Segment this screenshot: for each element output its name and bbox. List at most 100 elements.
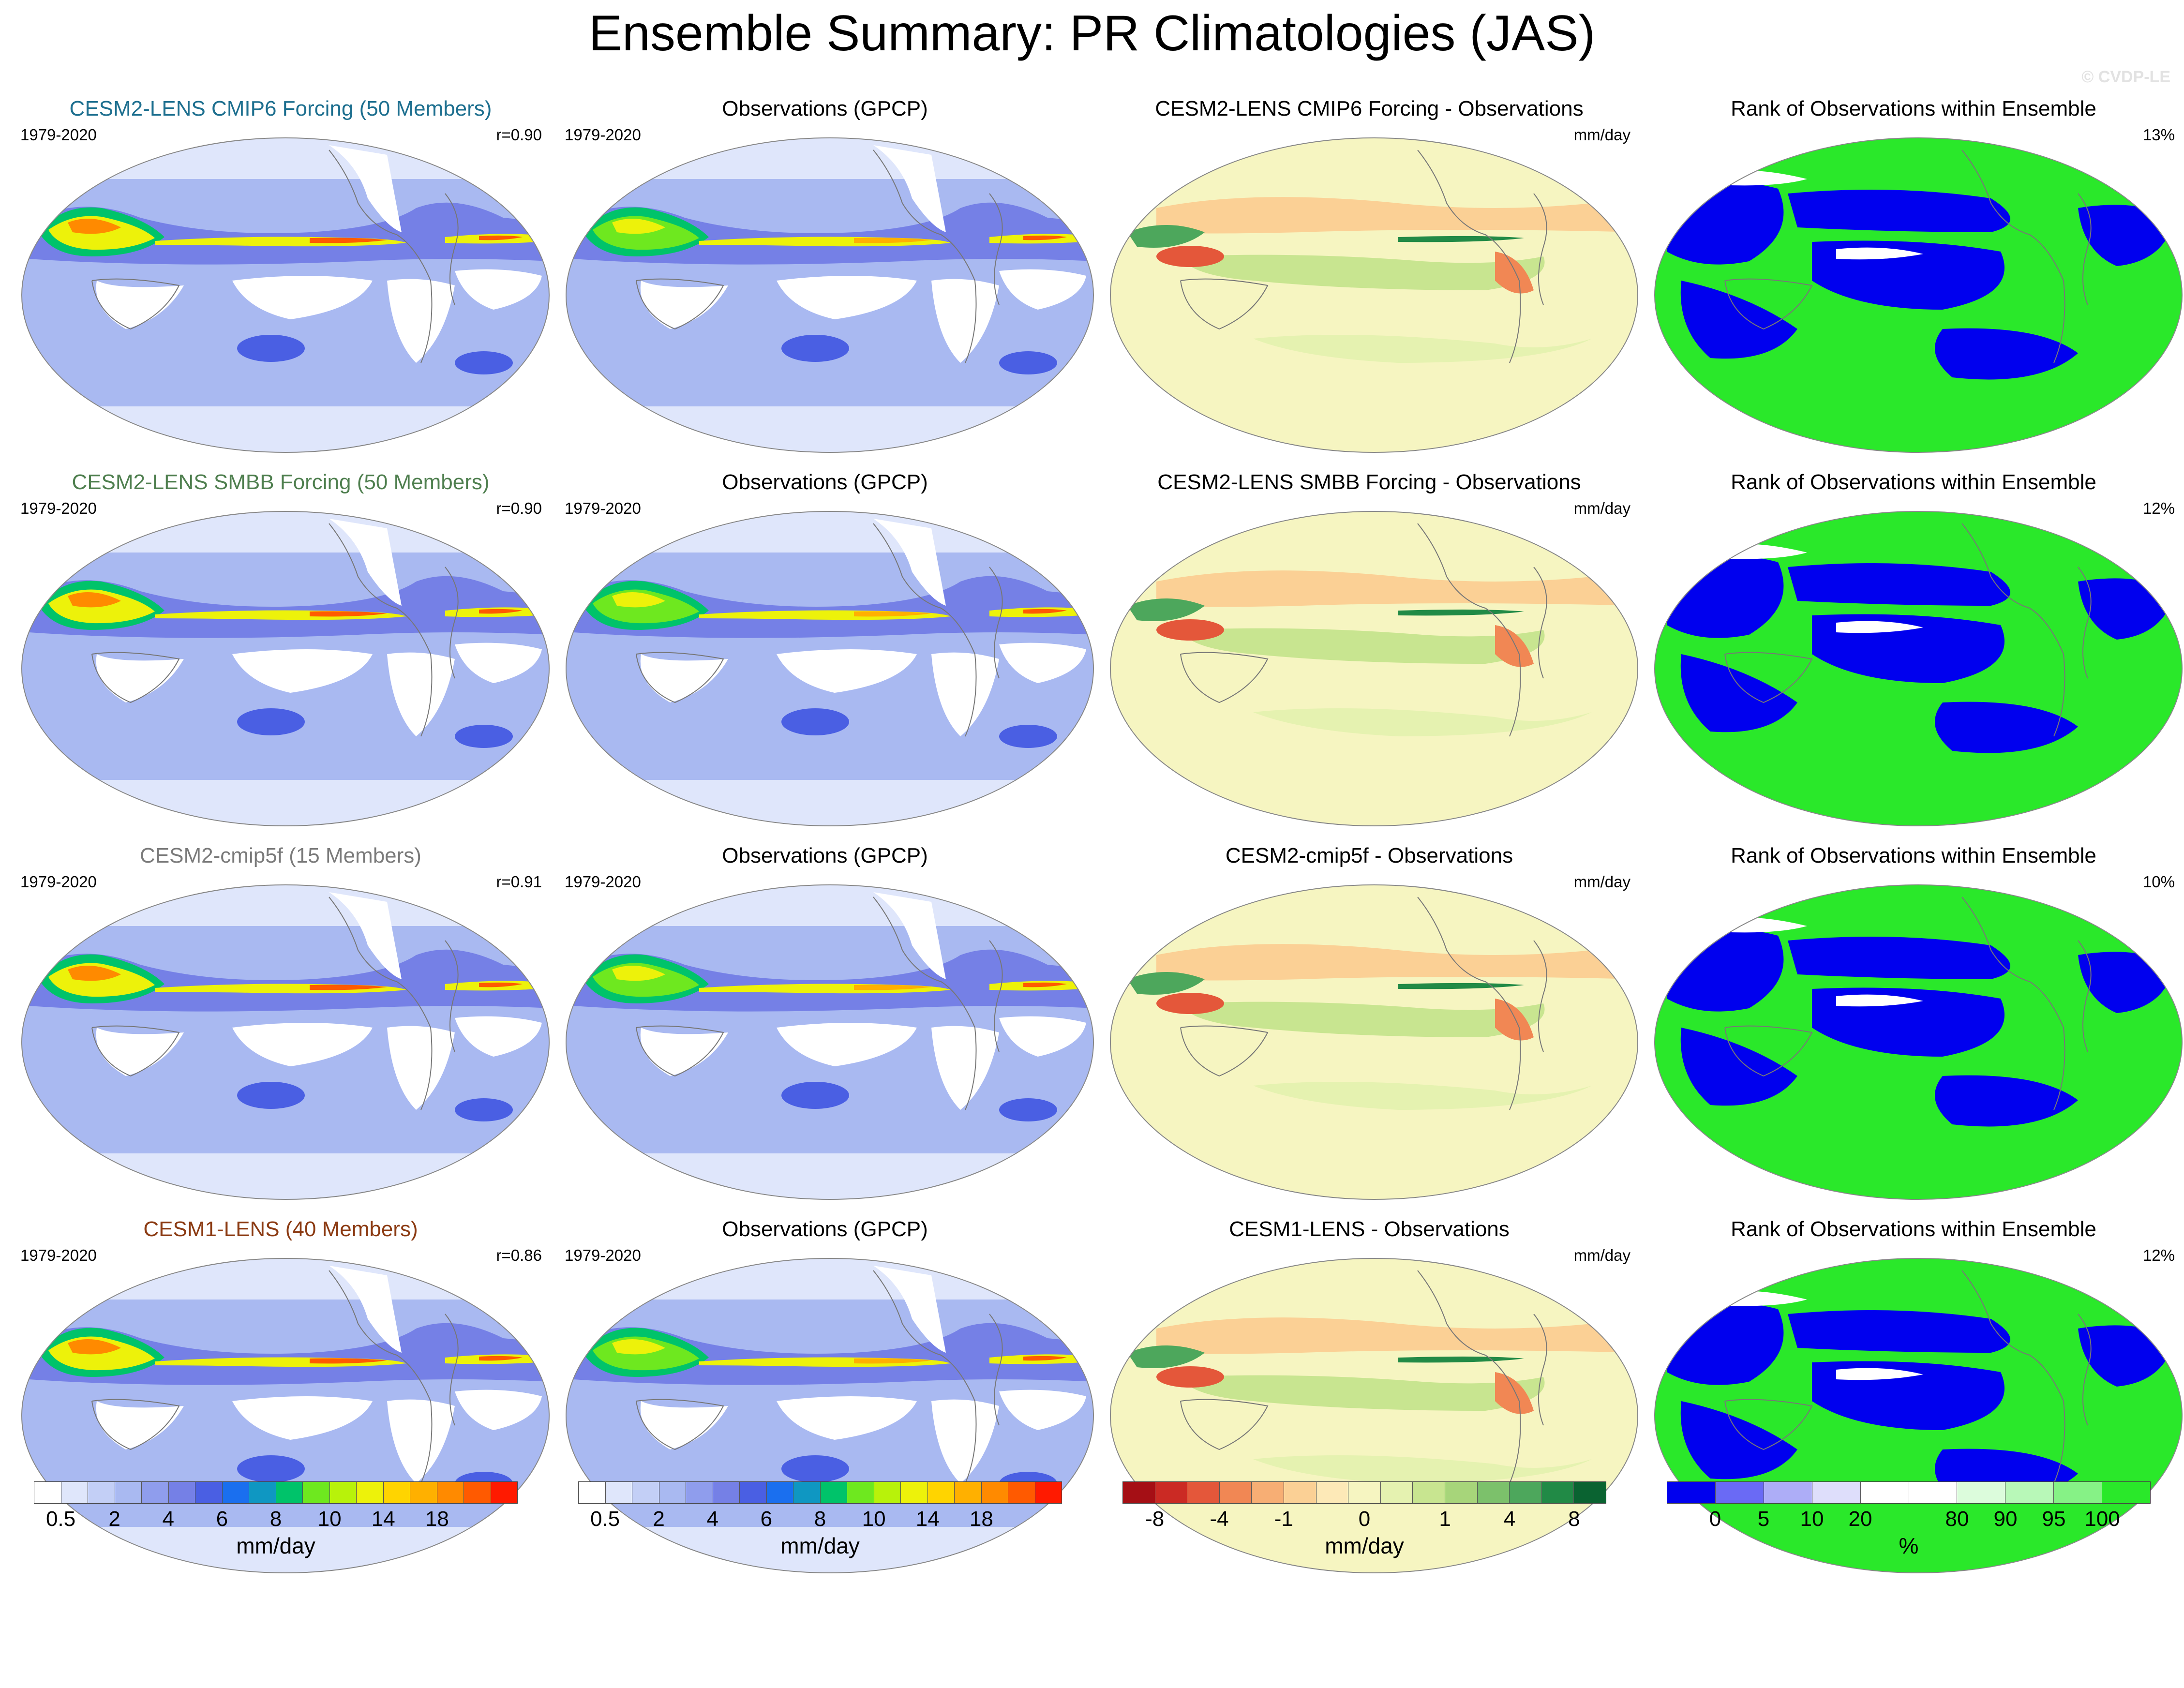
warm-pool-rain-core [68, 219, 121, 234]
colorbar-obs-unit: mm/day [780, 1533, 860, 1558]
map-outline [566, 1258, 1094, 1573]
colorbar-swatch [927, 1482, 955, 1503]
colorbar-swatch [61, 1482, 88, 1503]
panel-years: 1979-2020 [565, 126, 641, 144]
panel-title: CESM2-LENS SMBB Forcing - Observations [1157, 470, 1581, 494]
south-america-dry [387, 1026, 455, 1110]
panel-years: 1979-2020 [20, 126, 97, 144]
australia-dry-region [640, 654, 728, 702]
colorbar-tick-label: 80 [1945, 1507, 1969, 1531]
rank-low-south-east-pacific [1935, 702, 2078, 753]
map-outline [1654, 884, 2183, 1200]
precipitation-map [566, 511, 1094, 826]
panel-model-row-3: CESM2-cmip5f (15 Members) 1979-2020 r=0.91 [10, 844, 552, 1202]
south-pacific-dry-region [777, 276, 917, 319]
north-america-dry [329, 145, 402, 232]
south-pacific-dry-region [232, 1023, 373, 1066]
coastline [636, 1270, 1003, 1484]
itcz-pacific-core [854, 1358, 931, 1364]
coastline [1724, 523, 2092, 737]
colorbar-tick-label: 2 [108, 1507, 120, 1531]
south-pacific-rain-patch [781, 1082, 849, 1109]
map-outline [21, 137, 550, 453]
bias-dry-maritime [1156, 246, 1224, 267]
north-america-dry [873, 892, 946, 979]
south-pacific-rain-patch [237, 708, 305, 735]
coastline [636, 149, 1003, 363]
colorbar-swatch [2102, 1482, 2151, 1503]
polar-band-north [22, 511, 549, 553]
panel-pattern-correlation: r=0.91 [496, 873, 542, 891]
colorbar-swatch [1413, 1482, 1445, 1503]
bias-southern-ocean [1253, 1082, 1592, 1110]
map-outline [566, 511, 1094, 826]
panel-title: Rank of Observations within Ensemble [1731, 97, 2096, 120]
south-pacific-dry-region [777, 1396, 917, 1440]
colorbar-swatch [1957, 1482, 2006, 1503]
polar-band-north [22, 138, 549, 179]
colorbar-obs [578, 1481, 1062, 1504]
south-atlantic-rain-patch [999, 1098, 1057, 1121]
tropical-band-outer [573, 576, 1093, 638]
tropical-band-outer [29, 202, 549, 265]
bias-dry-south-america [1495, 1372, 1534, 1414]
itcz-atlantic-core [479, 982, 523, 987]
map-outline [1654, 511, 2183, 826]
itcz-pacific-core [854, 985, 931, 990]
rank-mid-equatorial-pacific [1836, 247, 1923, 260]
precipitation-map [21, 884, 550, 1200]
south-atlantic-dry [455, 1016, 542, 1057]
colorbar-difference-unit: mm/day [1325, 1533, 1404, 1558]
south-atlantic-dry [455, 1389, 542, 1430]
south-pacific-rain-patch [781, 1455, 849, 1482]
north-america-dry [873, 145, 946, 232]
south-atlantic-rain-patch [455, 351, 513, 374]
itcz-pacific-core [310, 611, 387, 617]
south-america-dry [931, 1399, 999, 1483]
colorbar-tick-label: 90 [1993, 1507, 2018, 1531]
tropical-band-outer [573, 949, 1093, 1012]
south-atlantic-rain-patch [999, 725, 1057, 748]
colorbar-swatch [222, 1482, 249, 1503]
south-pacific-dry-region [232, 1396, 373, 1440]
colorbar-tick-label: 8 [269, 1507, 282, 1531]
colorbar-rank [1667, 1481, 2151, 1504]
colorbar-tick-label: 100 [2084, 1507, 2120, 1531]
south-atlantic-dry [999, 269, 1086, 310]
colorbar-swatch [847, 1482, 874, 1503]
colorbar-tick-label: 10 [1800, 1507, 1824, 1531]
polar-band-south [566, 1153, 1093, 1199]
australia-dry-region [640, 1028, 728, 1076]
colorbar-swatch [34, 1482, 61, 1503]
colorbar-tick-label: 0.5 [590, 1507, 620, 1531]
rank-low-north-pacific [1788, 190, 2010, 232]
colorbar-tick-label: 18 [969, 1507, 993, 1531]
tropical-band-outer [573, 202, 1093, 265]
colorbar-swatch [713, 1482, 740, 1503]
north-america-dry [329, 519, 402, 606]
bias-dry-maritime [1156, 1366, 1224, 1388]
australia-dry-region [96, 1401, 184, 1449]
panel-unit: mm/day [1573, 873, 1631, 891]
colorbar-tick-label: 18 [425, 1507, 449, 1531]
precipitation-map [566, 137, 1094, 453]
coastline [91, 896, 459, 1110]
colorbar-tick-label: 2 [653, 1507, 665, 1531]
colorbar-swatch [1008, 1482, 1035, 1503]
panel-title: CESM1-LENS - Observations [1229, 1217, 1510, 1241]
bias-wet-south [1181, 1001, 1545, 1037]
colorbar-swatch [1035, 1482, 1062, 1503]
colorbar-swatch [1445, 1482, 1478, 1503]
colorbar-swatch [1219, 1482, 1252, 1503]
polar-band-south [22, 1153, 549, 1199]
colorbar-swatch [1715, 1482, 1764, 1503]
panel-obs-row-1: Observations (GPCP) 1979-2020 [554, 97, 1096, 455]
panel-title: CESM2-LENS SMBB Forcing (50 Members) [72, 470, 490, 494]
colorbar-tick-label: 20 [1848, 1507, 1872, 1531]
map-background [1110, 511, 1638, 826]
bias-dry-north [1156, 197, 1638, 234]
coastline [636, 896, 1003, 1110]
rank-mid-equatorial-pacific [1836, 1368, 1923, 1380]
colorbar-tick-label: 10 [862, 1507, 886, 1531]
south-atlantic-rain-patch [999, 351, 1057, 374]
